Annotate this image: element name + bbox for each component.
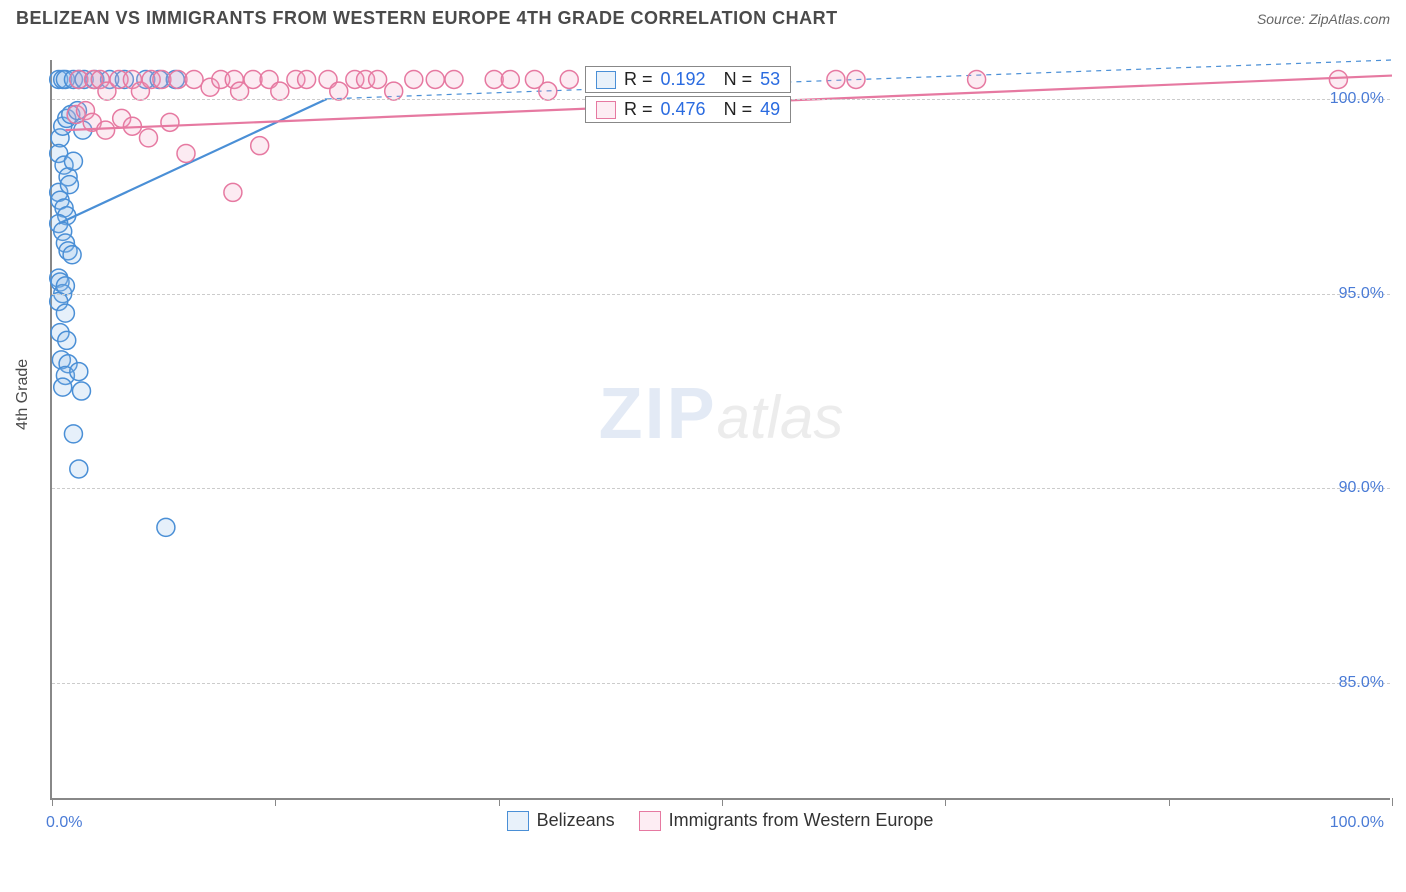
- chart-plot-area: ZIPatlas 85.0%90.0%95.0%100.0%0.0%100.0%…: [50, 60, 1390, 800]
- scatter-point: [58, 331, 76, 349]
- scatter-point: [847, 70, 865, 88]
- scatter-point: [64, 152, 82, 170]
- scatter-point: [405, 70, 423, 88]
- scatter-point: [485, 70, 503, 88]
- scatter-point: [968, 70, 986, 88]
- grid-line: [52, 294, 1390, 295]
- legend-swatch: [507, 811, 529, 831]
- scatter-point: [560, 70, 578, 88]
- legend-swatch: [639, 811, 661, 831]
- scatter-point: [70, 460, 88, 478]
- x-tick: [52, 798, 53, 806]
- stat-n-value: 53: [760, 69, 780, 90]
- scatter-point: [64, 425, 82, 443]
- x-tick: [499, 798, 500, 806]
- stat-r-label: R =: [624, 69, 653, 90]
- scatter-point: [385, 82, 403, 100]
- x-tick: [945, 798, 946, 806]
- y-tick-label: 85.0%: [1339, 674, 1384, 692]
- chart-title: BELIZEAN VS IMMIGRANTS FROM WESTERN EURO…: [16, 8, 838, 29]
- chart-source: Source: ZipAtlas.com: [1257, 11, 1390, 27]
- scatter-point: [827, 70, 845, 88]
- chart-header: BELIZEAN VS IMMIGRANTS FROM WESTERN EURO…: [0, 0, 1406, 33]
- stat-r-value: 0.476: [661, 99, 706, 120]
- stat-r-label: R =: [624, 99, 653, 120]
- scatter-point: [501, 70, 519, 88]
- legend-swatch: [596, 101, 616, 119]
- y-tick-label: 90.0%: [1339, 479, 1384, 497]
- scatter-point: [369, 70, 387, 88]
- scatter-point: [298, 70, 316, 88]
- scatter-point: [97, 121, 115, 139]
- legend-label: Immigrants from Western Europe: [669, 810, 934, 831]
- y-tick-label: 95.0%: [1339, 285, 1384, 303]
- y-tick-label: 100.0%: [1330, 90, 1384, 108]
- bottom-legend: Belizeans Immigrants from Western Europe: [50, 810, 1390, 831]
- scatter-point: [169, 70, 187, 88]
- grid-line: [52, 683, 1390, 684]
- scatter-point: [63, 246, 81, 264]
- scatter-point: [157, 518, 175, 536]
- scatter-point: [161, 113, 179, 131]
- scatter-point: [185, 70, 203, 88]
- scatter-point: [153, 70, 171, 88]
- stats-box: R = 0.192 N = 53: [585, 66, 791, 93]
- scatter-point: [56, 304, 74, 322]
- x-tick: [275, 798, 276, 806]
- scatter-point: [445, 70, 463, 88]
- scatter-point: [244, 70, 262, 88]
- scatter-point: [70, 363, 88, 381]
- scatter-point: [330, 82, 348, 100]
- scatter-point: [539, 82, 557, 100]
- scatter-point: [224, 183, 242, 201]
- scatter-svg: [52, 60, 1390, 798]
- stat-n-label: N =: [724, 69, 753, 90]
- grid-line: [52, 488, 1390, 489]
- legend-label: Belizeans: [537, 810, 615, 831]
- scatter-point: [426, 70, 444, 88]
- scatter-point: [72, 382, 90, 400]
- stat-n-value: 49: [760, 99, 780, 120]
- scatter-point: [54, 378, 72, 396]
- legend-swatch: [596, 71, 616, 89]
- legend-item: Belizeans: [507, 810, 615, 831]
- stats-box: R = 0.476 N = 49: [585, 96, 791, 123]
- scatter-point: [60, 176, 78, 194]
- stat-r-value: 0.192: [661, 69, 706, 90]
- x-tick: [1392, 798, 1393, 806]
- x-tick: [1169, 798, 1170, 806]
- x-tick: [722, 798, 723, 806]
- scatter-point: [271, 82, 289, 100]
- y-axis-label: 4th Grade: [14, 359, 32, 430]
- scatter-point: [251, 137, 269, 155]
- scatter-point: [1329, 70, 1347, 88]
- legend-item: Immigrants from Western Europe: [639, 810, 934, 831]
- scatter-point: [177, 144, 195, 162]
- scatter-point: [139, 129, 157, 147]
- stat-n-label: N =: [724, 99, 753, 120]
